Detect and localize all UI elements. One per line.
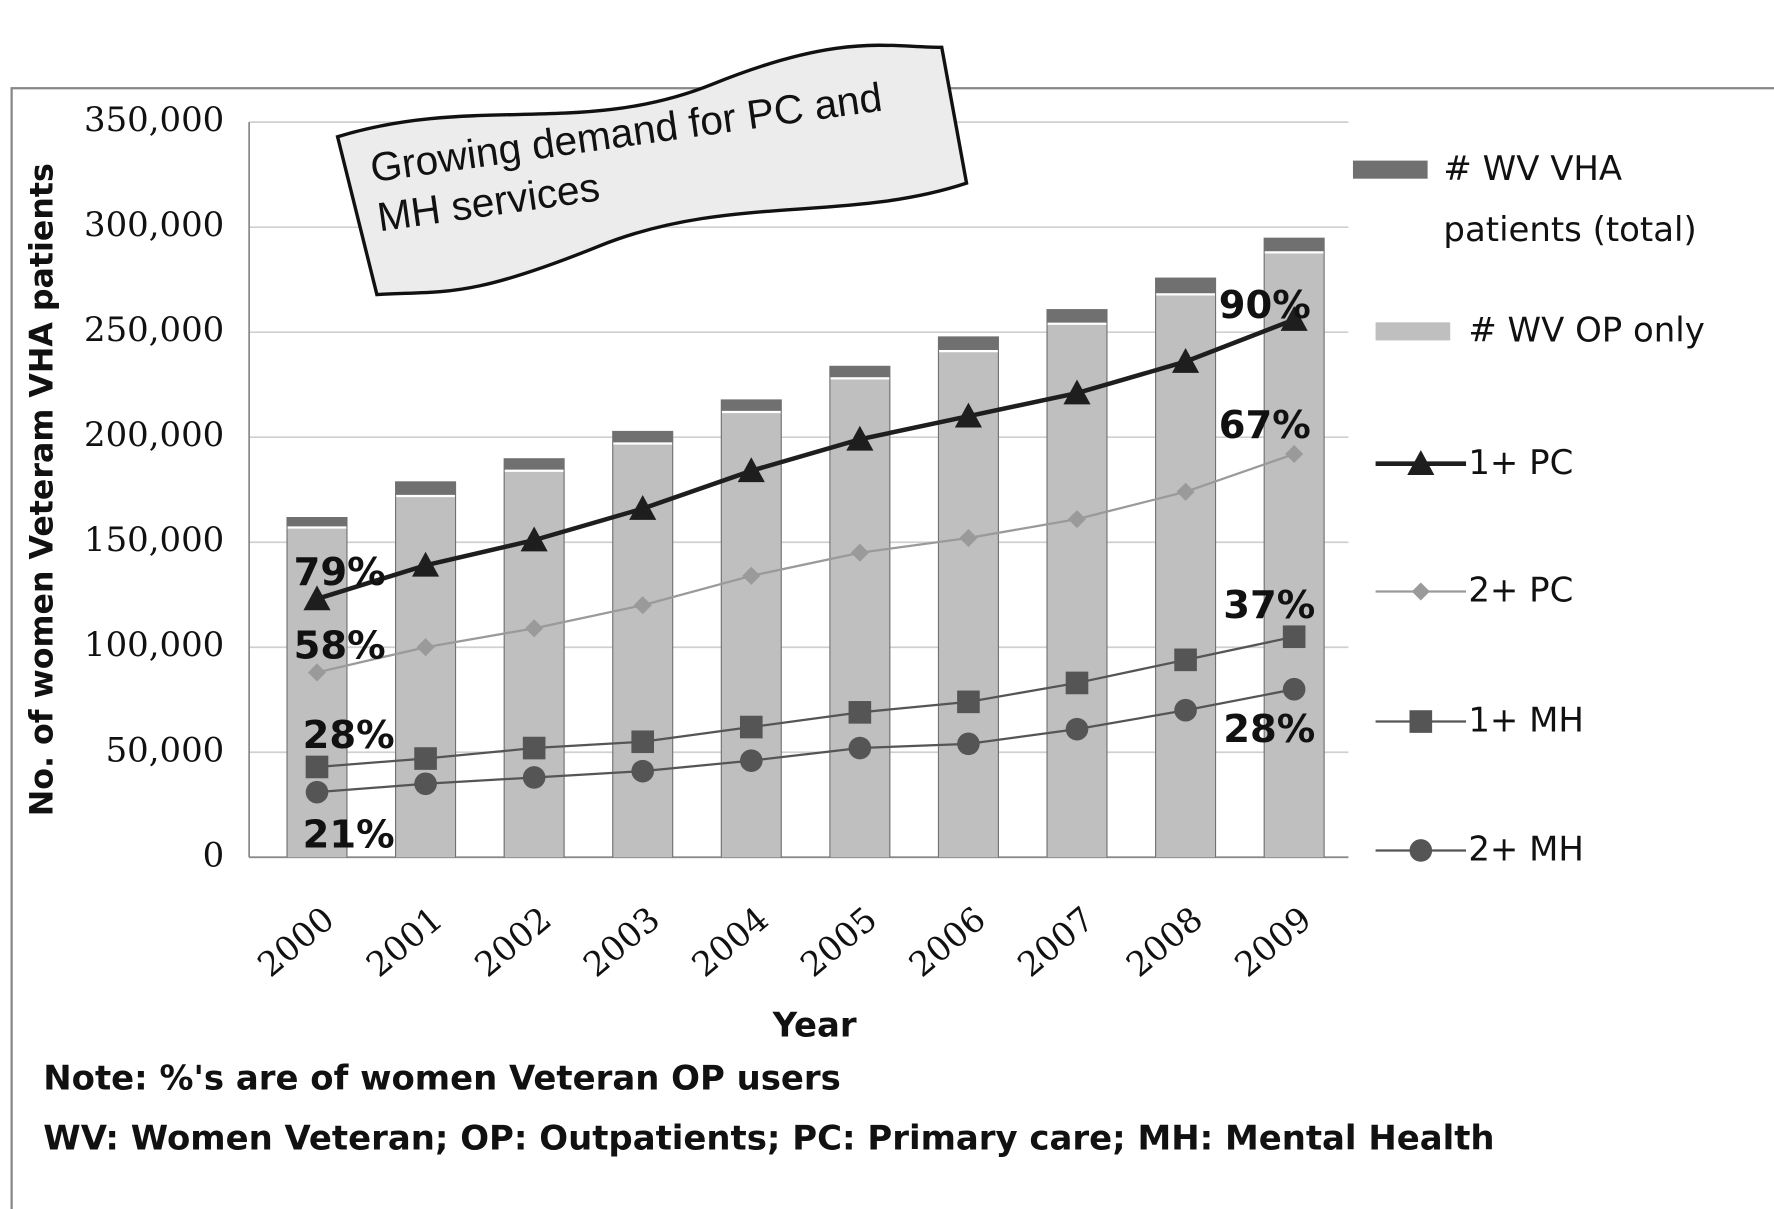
y-tick-label: 350,000 <box>84 100 224 139</box>
marker <box>737 457 765 483</box>
annotation: 28% <box>303 713 395 758</box>
marker <box>1174 648 1197 672</box>
marker <box>846 425 874 451</box>
marker <box>631 759 655 783</box>
marker <box>959 528 978 548</box>
y-tick-label: 200,000 <box>84 415 224 454</box>
legend-label: 2+ PC <box>1468 571 1574 611</box>
marker <box>414 747 437 770</box>
marker <box>1176 482 1195 501</box>
note: WV: Women Veteran; OP: Outpatients; PC: … <box>43 1119 1494 1158</box>
marker <box>1063 379 1091 405</box>
annotation: 79% <box>294 550 386 595</box>
line <box>316 688 1295 794</box>
line <box>316 317 1295 602</box>
marker <box>1282 677 1306 701</box>
marker <box>520 526 548 552</box>
legend-entry: # WV OP only <box>1468 311 1705 351</box>
marker <box>848 701 872 724</box>
note: Note: %'s are of women Veteran OP users <box>43 1059 841 1098</box>
annotation: 21% <box>303 812 395 857</box>
y-tick-label: 0 <box>203 835 225 874</box>
marker <box>1411 582 1430 601</box>
y-tick-label: 250,000 <box>84 310 224 349</box>
legend-entry: 1+ MH <box>1468 701 1584 741</box>
marker <box>303 585 331 611</box>
marker <box>1174 698 1197 722</box>
marker <box>1280 306 1308 331</box>
y-tick-label: 100,000 <box>84 625 224 664</box>
marker <box>522 766 546 789</box>
x-axis-label: Year <box>772 1005 857 1044</box>
y-tick-label: 300,000 <box>84 205 224 244</box>
legend-swatch <box>1352 160 1428 179</box>
legend-entry: # WV VHA patients (total) <box>1443 149 1697 250</box>
marker <box>305 780 329 804</box>
legend-label: 1+ MH <box>1468 701 1584 741</box>
annotation: 58% <box>294 624 386 669</box>
marker <box>1065 671 1089 695</box>
marker <box>957 732 980 756</box>
annotation: 90% <box>1219 283 1311 328</box>
marker <box>1409 839 1433 862</box>
annotation: 37% <box>1223 583 1315 628</box>
marker <box>629 495 657 520</box>
legend-label: 1+ PC <box>1468 443 1574 483</box>
marker <box>1282 625 1306 649</box>
marker <box>742 566 761 585</box>
legend-entry: 2+ PC <box>1468 571 1574 611</box>
marker <box>416 638 435 657</box>
marker <box>848 736 872 760</box>
marker <box>1172 348 1200 373</box>
y-tick-label: 150,000 <box>84 520 224 559</box>
marker <box>307 663 327 682</box>
marker <box>525 619 544 638</box>
marker <box>1065 717 1089 741</box>
line <box>316 635 1295 769</box>
marker <box>739 715 763 739</box>
bar <box>1156 294 1215 858</box>
marker <box>631 730 655 754</box>
legend-entry: 1+ PC <box>1468 443 1574 483</box>
marker <box>633 596 652 615</box>
line <box>316 452 1295 674</box>
callout: Growing demand for PC and MH services <box>335 43 969 297</box>
legend-label: # WV VHA patients (total) <box>1443 149 1697 250</box>
marker <box>411 551 440 577</box>
marker <box>305 755 329 779</box>
annotation: 28% <box>1223 707 1315 752</box>
bar <box>1264 252 1324 858</box>
legend-swatch <box>1375 322 1451 341</box>
bar <box>1047 323 1107 858</box>
legend-label: 2+ MH <box>1468 830 1584 870</box>
marker <box>850 543 869 562</box>
y-tick-label: 50,000 <box>106 730 225 769</box>
bar <box>721 411 781 858</box>
bar <box>830 378 890 858</box>
legend-label: # WV OP only <box>1468 311 1705 351</box>
marker <box>1285 444 1304 464</box>
marker <box>1409 710 1433 733</box>
y-axis-label: No. of women Veteram VHA patients <box>24 163 60 816</box>
callout-shape <box>335 43 969 297</box>
bar <box>939 351 998 858</box>
marker <box>522 736 546 760</box>
marker <box>957 690 980 714</box>
marker <box>954 402 983 428</box>
annotation: 67% <box>1219 403 1311 448</box>
bar <box>396 496 455 858</box>
marker <box>1407 450 1435 476</box>
marker <box>414 772 437 796</box>
marker <box>739 749 763 772</box>
legend-entry: 2+ MH <box>1468 830 1584 870</box>
